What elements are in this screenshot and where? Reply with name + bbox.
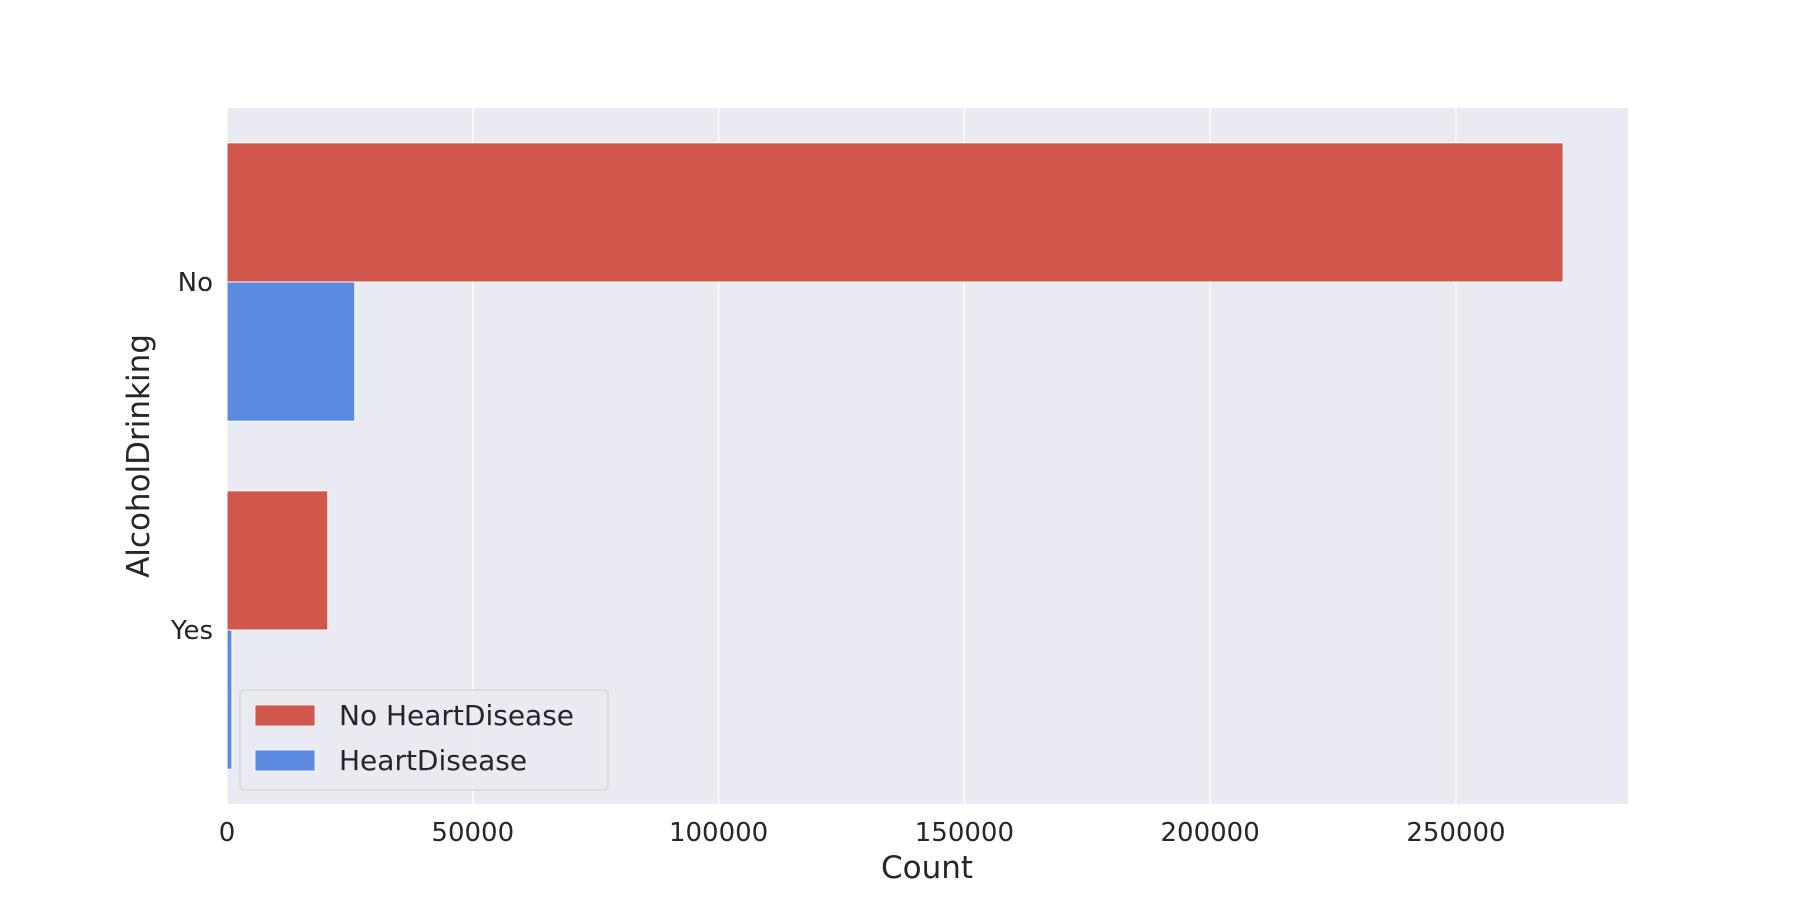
legend-swatch-heartdisease [254,749,316,772]
bar-yes-heartdisease [226,629,233,770]
legend-swatch-no-heartdisease [254,704,316,727]
x-axis-label: Count [881,850,973,886]
x-tick-label-0: 0 [219,818,236,848]
legend: No HeartDisease HeartDisease [239,689,609,791]
legend-box [239,689,609,791]
y-tick-label-no: No [178,268,213,298]
legend-label-no-heartdisease: No HeartDisease [339,699,574,732]
bars [226,142,1564,770]
legend-label-heartdisease: HeartDisease [339,744,527,777]
x-tick-label-250000: 250000 [1406,818,1505,848]
bar-no-no-heartdisease [226,142,1564,283]
y-axis-ticks: No Yes [170,268,213,646]
y-axis-label: AlcoholDrinking [121,334,157,578]
x-tick-label-150000: 150000 [915,818,1014,848]
x-tick-label-200000: 200000 [1161,818,1260,848]
bar-no-heartdisease [226,281,356,422]
bar-yes-no-heartdisease [226,490,329,631]
x-axis-ticks: 0 50000 100000 150000 200000 250000 [219,818,1506,848]
x-tick-label-50000: 50000 [431,818,514,848]
y-tick-label-yes: Yes [170,616,213,646]
x-tick-label-100000: 100000 [669,818,768,848]
